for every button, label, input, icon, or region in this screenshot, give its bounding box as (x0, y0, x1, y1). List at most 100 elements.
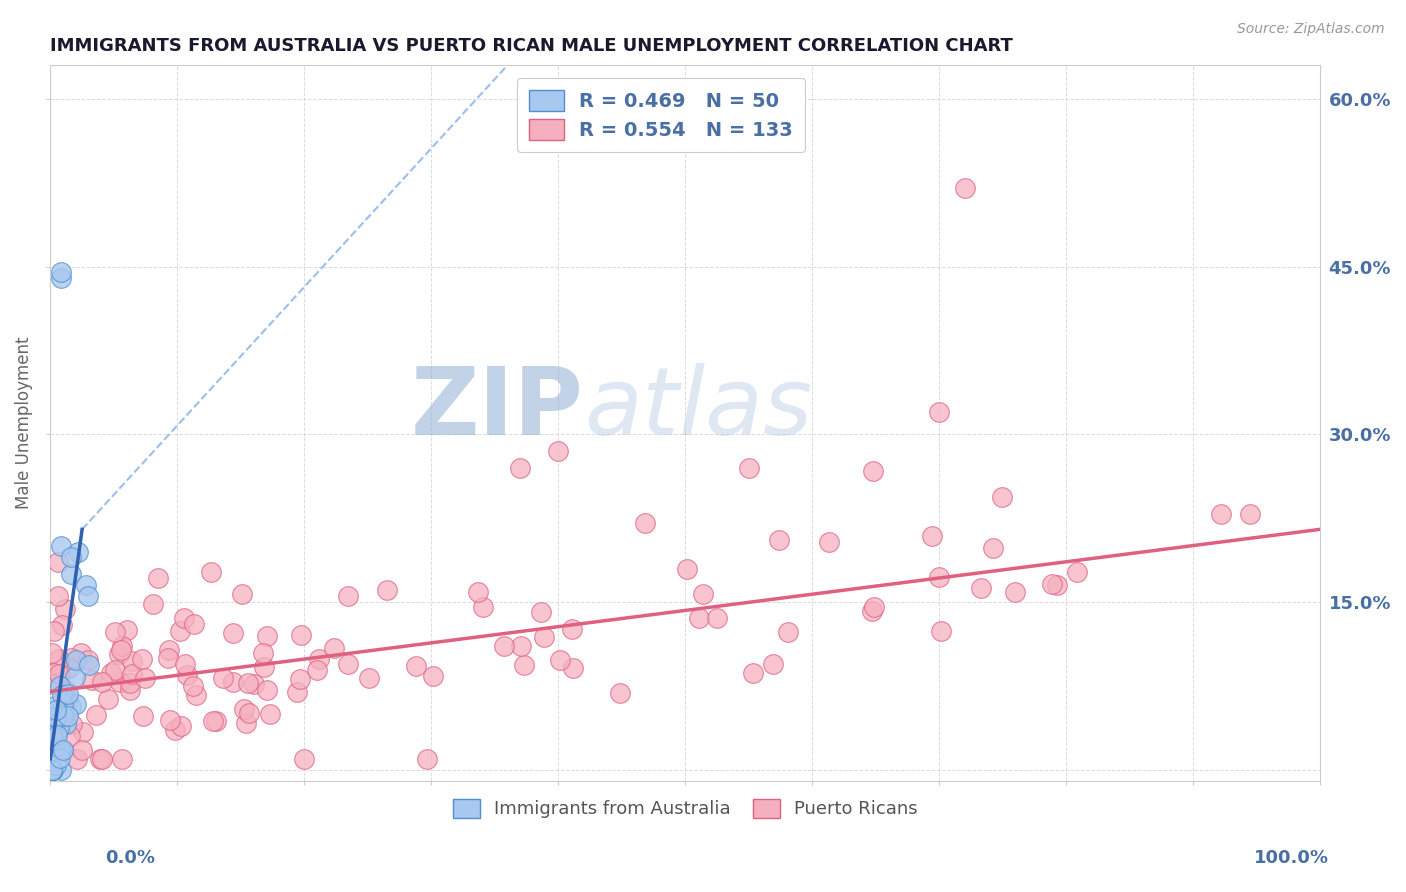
Point (42, 713, 65, 727)
Point (863, 600, 886, 615)
Point (44, 698, 66, 713)
Point (45, 753, 67, 767)
Point (205, 714, 228, 728)
Point (548, 653, 571, 667)
Text: IMMIGRANTS FROM AUSTRALIA VS PUERTO RICAN MALE UNEMPLOYMENT CORRELATION CHART: IMMIGRANTS FROM AUSTRALIA VS PUERTO RICA… (51, 37, 1014, 55)
Point (56, 693, 79, 707)
Point (513, 657, 536, 672)
Point (46, 712, 69, 726)
Point (59, 550, 82, 565)
Point (97, 692, 120, 706)
Point (46, 728, 69, 742)
Point (49, 270, 72, 285)
Point (183, 616, 205, 631)
Point (121, 654, 143, 668)
Point (170, 719, 193, 733)
Point (108, 648, 131, 662)
Point (59, 700, 82, 714)
Point (48, 667, 70, 681)
Point (76, 653, 98, 667)
Point (142, 598, 165, 612)
Point (120, 683, 142, 698)
Point (48, 720, 70, 734)
Point (238, 706, 260, 720)
Point (132, 709, 155, 723)
Point (1239, 508, 1261, 522)
Point (1066, 565, 1088, 579)
Point (359, 671, 381, 685)
Point (252, 646, 274, 660)
Point (48, 652, 70, 666)
Point (970, 581, 993, 595)
Point (818, 534, 841, 549)
Point (90, 675, 112, 690)
Point (509, 460, 531, 475)
Point (492, 639, 515, 653)
Point (285, 685, 308, 699)
Point (929, 624, 952, 638)
Point (337, 590, 360, 604)
Point (156, 651, 179, 665)
Point (75, 578, 97, 592)
Point (131, 652, 153, 666)
Point (53, 682, 76, 697)
Point (259, 706, 281, 721)
Point (174, 657, 197, 671)
Point (256, 683, 278, 698)
Point (676, 562, 699, 576)
Point (79, 657, 101, 672)
Point (928, 405, 950, 419)
Point (692, 587, 714, 601)
Point (42, 666, 65, 681)
Point (104, 625, 127, 640)
Point (337, 657, 360, 671)
Point (41, 763, 63, 777)
Point (80, 673, 103, 687)
Point (66, 751, 89, 765)
Point (49, 750, 72, 764)
Point (405, 658, 427, 673)
Point (53, 602, 76, 616)
Point (59, 567, 82, 582)
Point (169, 624, 191, 638)
Point (561, 622, 583, 636)
Point (41, 763, 63, 777)
Point (60, 717, 83, 731)
Point (56, 709, 79, 723)
Point (173, 611, 195, 625)
Point (52, 705, 75, 719)
Point (146, 571, 169, 585)
Point (70, 743, 93, 757)
Point (41, 763, 63, 777)
Point (48, 721, 70, 735)
Text: Source: ZipAtlas.com: Source: ZipAtlas.com (1237, 22, 1385, 37)
Point (776, 625, 799, 640)
Point (990, 490, 1012, 504)
Text: atlas: atlas (583, 363, 811, 454)
Point (159, 713, 181, 727)
Point (862, 464, 884, 478)
Point (44, 709, 66, 723)
Point (243, 676, 266, 690)
Point (290, 628, 312, 642)
Point (256, 629, 278, 643)
Point (44, 735, 66, 749)
Point (48, 589, 70, 603)
Point (46, 555, 69, 569)
Point (52, 708, 75, 723)
Point (510, 640, 533, 654)
Point (288, 672, 311, 686)
Point (52, 743, 75, 757)
Point (41, 728, 63, 742)
Point (52, 697, 75, 711)
Point (41, 647, 63, 661)
Point (115, 624, 138, 638)
Point (921, 529, 943, 543)
Point (41, 763, 63, 777)
Point (41, 723, 63, 737)
Point (742, 665, 765, 680)
Point (49, 539, 72, 553)
Point (63, 670, 86, 684)
Point (184, 688, 207, 702)
Point (55, 717, 77, 731)
